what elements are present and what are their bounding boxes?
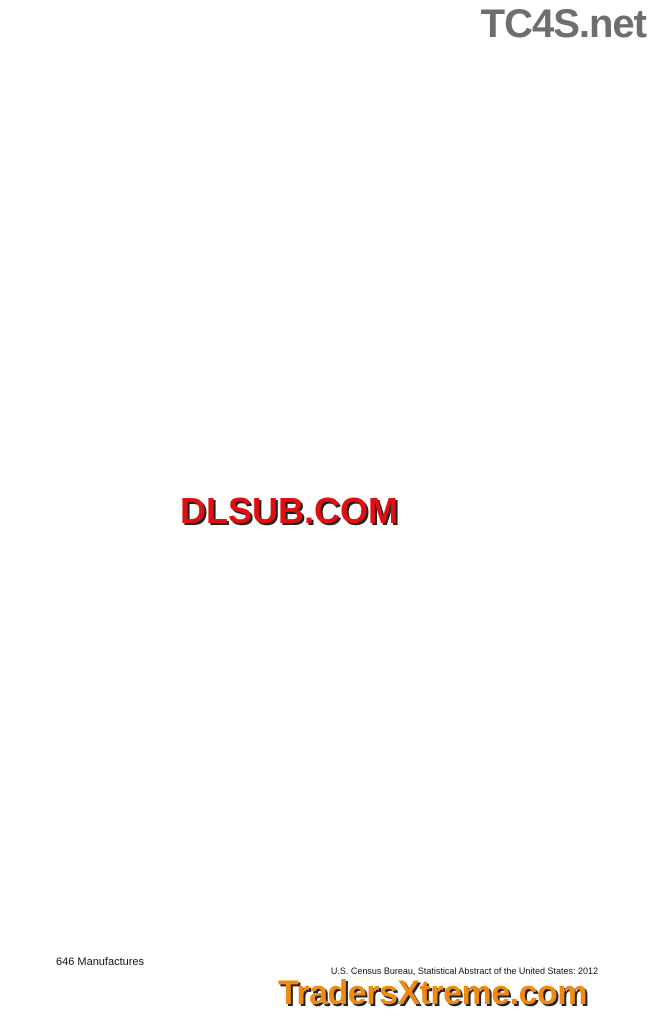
watermark: TradersXtreme.com: [278, 974, 588, 1012]
running-footer: U.S. Census Bureau, Statistical Abstract…: [330, 966, 598, 976]
watermark: DLSUB.COM: [180, 490, 398, 531]
page-number: 646 Manufactures: [56, 956, 145, 968]
watermark: TC4S.net: [480, 2, 647, 46]
